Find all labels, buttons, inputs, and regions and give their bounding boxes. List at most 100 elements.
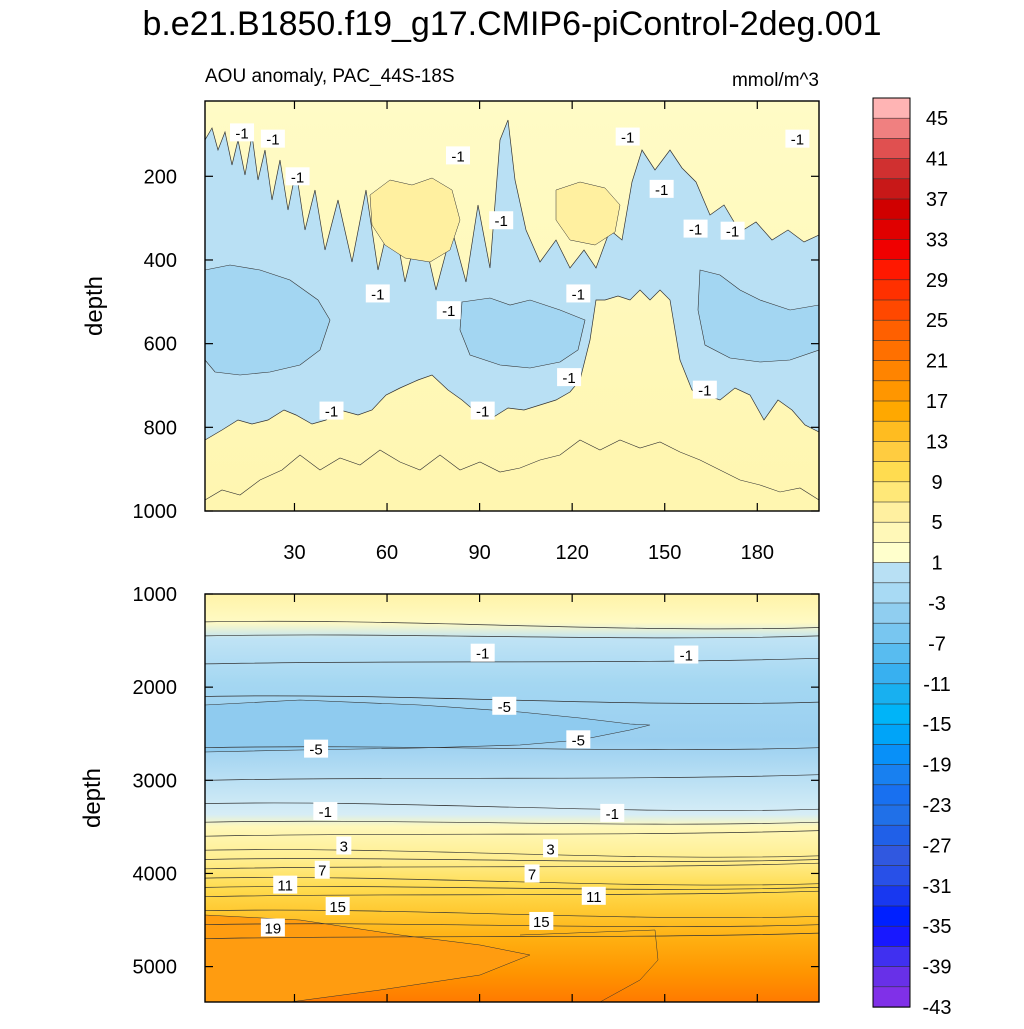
- upper-plot-frame: [204, 100, 820, 512]
- lower-contour-label: -1: [680, 648, 693, 665]
- colorbar-frame: [872, 97, 911, 1008]
- colorbar-swatch: [872, 400, 911, 422]
- colorbar-swatch: [872, 279, 911, 301]
- lower-contour-line: [205, 774, 819, 781]
- upper-contour-label-box: [365, 284, 390, 303]
- upper-panel: AOU anomaly, PAC_44S-18S mmol/m^3 -1 -1-1…: [81, 66, 820, 564]
- colorbar-swatch: [872, 501, 911, 523]
- upper-contour-label-box: [566, 284, 591, 303]
- upper-contour-labels: -1 -1 -1 -1 -1 -1 -1 -1 -1 -1 -1 -1 -1 -1 -1 -1 -1: [230, 123, 810, 421]
- colorbar-swatch: [872, 845, 911, 867]
- colorbar-swatch: [872, 824, 911, 847]
- colorbar-level-label: 13: [926, 431, 948, 453]
- upper-contour-label: -1: [476, 404, 489, 421]
- lower-contour-line: [205, 657, 819, 665]
- lower-contour-line: [205, 746, 819, 751]
- colorbar-swatch: [872, 117, 911, 140]
- upper-warm-blob-1: [369, 177, 461, 263]
- colorbar-swatch: [872, 158, 911, 180]
- colorbar-swatch: [872, 319, 911, 342]
- colorbar-swatch: [872, 622, 911, 645]
- colorbar-level-label: 21: [926, 351, 948, 373]
- upper-x-tick-label: 90: [468, 542, 490, 564]
- upper-y-tick-label: 600: [144, 334, 177, 356]
- colorbar-level-label: 9: [931, 472, 942, 494]
- colorbar-level-label: 17: [926, 391, 948, 413]
- upper-warm-blob-2: [555, 181, 621, 246]
- upper-y-axis: 200 400 600 800 1000: [133, 166, 819, 523]
- lower-contour-label: 11: [277, 878, 293, 895]
- upper-x-tick-label: 30: [283, 542, 305, 564]
- colorbar-level-label: -27: [923, 835, 952, 857]
- upper-contour-label: -1: [655, 182, 668, 199]
- upper-contour-label: -1: [726, 224, 739, 241]
- lower-contour-label-box: [470, 643, 495, 662]
- upper-x-tick-label: 60: [376, 542, 398, 564]
- colorbar-level-label: -39: [923, 957, 952, 979]
- upper-subtitle-right: mmol/m^3: [732, 70, 819, 91]
- colorbar-swatch: [872, 441, 911, 463]
- upper-x-tick-label: 150: [648, 542, 681, 564]
- lower-contour-label-box: [313, 802, 338, 821]
- colorbar-swatch: [872, 239, 911, 261]
- figure-title: b.e21.B1850.f19_g17.CMIP6-piControl-2deg…: [142, 5, 881, 43]
- lower-y-tick-label: 4000: [133, 863, 178, 885]
- lower-contour-line: [205, 849, 819, 858]
- colorbar-level-label: -11: [923, 674, 950, 696]
- colorbar-swatch: [872, 602, 911, 624]
- upper-contour-label-box: [557, 368, 582, 387]
- colorbar-swatch: [872, 461, 911, 483]
- upper-contour-label: -1: [621, 130, 634, 147]
- colorbar-swatch: [872, 723, 911, 746]
- lower-y-axis: 1000 2000 3000 4000 5000: [133, 584, 819, 979]
- colorbar-swatch: [872, 259, 911, 281]
- lower-contour-label: 11: [586, 889, 602, 906]
- lower-contour-label: 7: [318, 863, 326, 880]
- colorbar-swatch: [872, 744, 911, 766]
- colorbar-swatch: [872, 521, 911, 544]
- colorbar-swatch: [872, 784, 911, 806]
- upper-contour-label-box: [649, 179, 674, 198]
- colorbar-level-label: 5: [931, 512, 942, 534]
- lower-contour-label-box: [492, 696, 517, 715]
- lower-contour-label: 3: [546, 841, 554, 858]
- colorbar: 45 41 37 33 29 25 21 17 13 9 5 1 -3 -7 -11 -15 -19 -23 -27…: [872, 97, 952, 1019]
- lower-contour-label-box: [543, 839, 559, 858]
- upper-contour-label: -1: [572, 286, 585, 303]
- upper-deep-band: [205, 439, 819, 511]
- lower-plot-frame: [204, 593, 820, 1003]
- upper-y-tick-label: 800: [144, 417, 177, 439]
- lower-x-axis: [293, 594, 758, 1002]
- colorbar-swatch: [872, 986, 911, 1008]
- colorbar-swatch: [872, 340, 911, 362]
- lower-contour-label: -1: [606, 806, 619, 823]
- lower-contour-line: [205, 620, 819, 630]
- lower-contour-label-box: [336, 836, 352, 855]
- colorbar-swatch: [872, 562, 911, 584]
- lower-contour-label-box: [600, 803, 625, 822]
- upper-contour-label: -1: [291, 169, 304, 186]
- upper-contour-label-box: [260, 129, 285, 148]
- upper-ylabel: depth: [81, 276, 108, 336]
- upper-contour-label-box: [683, 219, 708, 238]
- colorbar-level-label: -35: [923, 916, 952, 938]
- colorbar-swatch: [872, 925, 911, 948]
- lower-contour-label: -1: [319, 804, 332, 821]
- upper-contour-label-box: [615, 127, 640, 146]
- upper-y-tick-label: 400: [144, 250, 177, 272]
- upper-contour-label: -1: [698, 383, 711, 400]
- upper-contour-label: -1: [562, 370, 575, 387]
- upper-contour-label-box: [319, 401, 344, 420]
- colorbar-swatch: [872, 905, 911, 927]
- lower-contour-label-box: [674, 645, 699, 664]
- lower-contour-label-box: [260, 918, 285, 937]
- lower-contour-label: -5: [309, 742, 322, 759]
- colorbar-swatch: [872, 97, 911, 119]
- colorbar-swatch: [872, 380, 911, 402]
- colorbar-level-label: 33: [926, 229, 948, 251]
- lower-contour-line: [205, 923, 819, 928]
- upper-contour-label-box: [692, 380, 717, 399]
- lower-contour-line: [205, 820, 819, 825]
